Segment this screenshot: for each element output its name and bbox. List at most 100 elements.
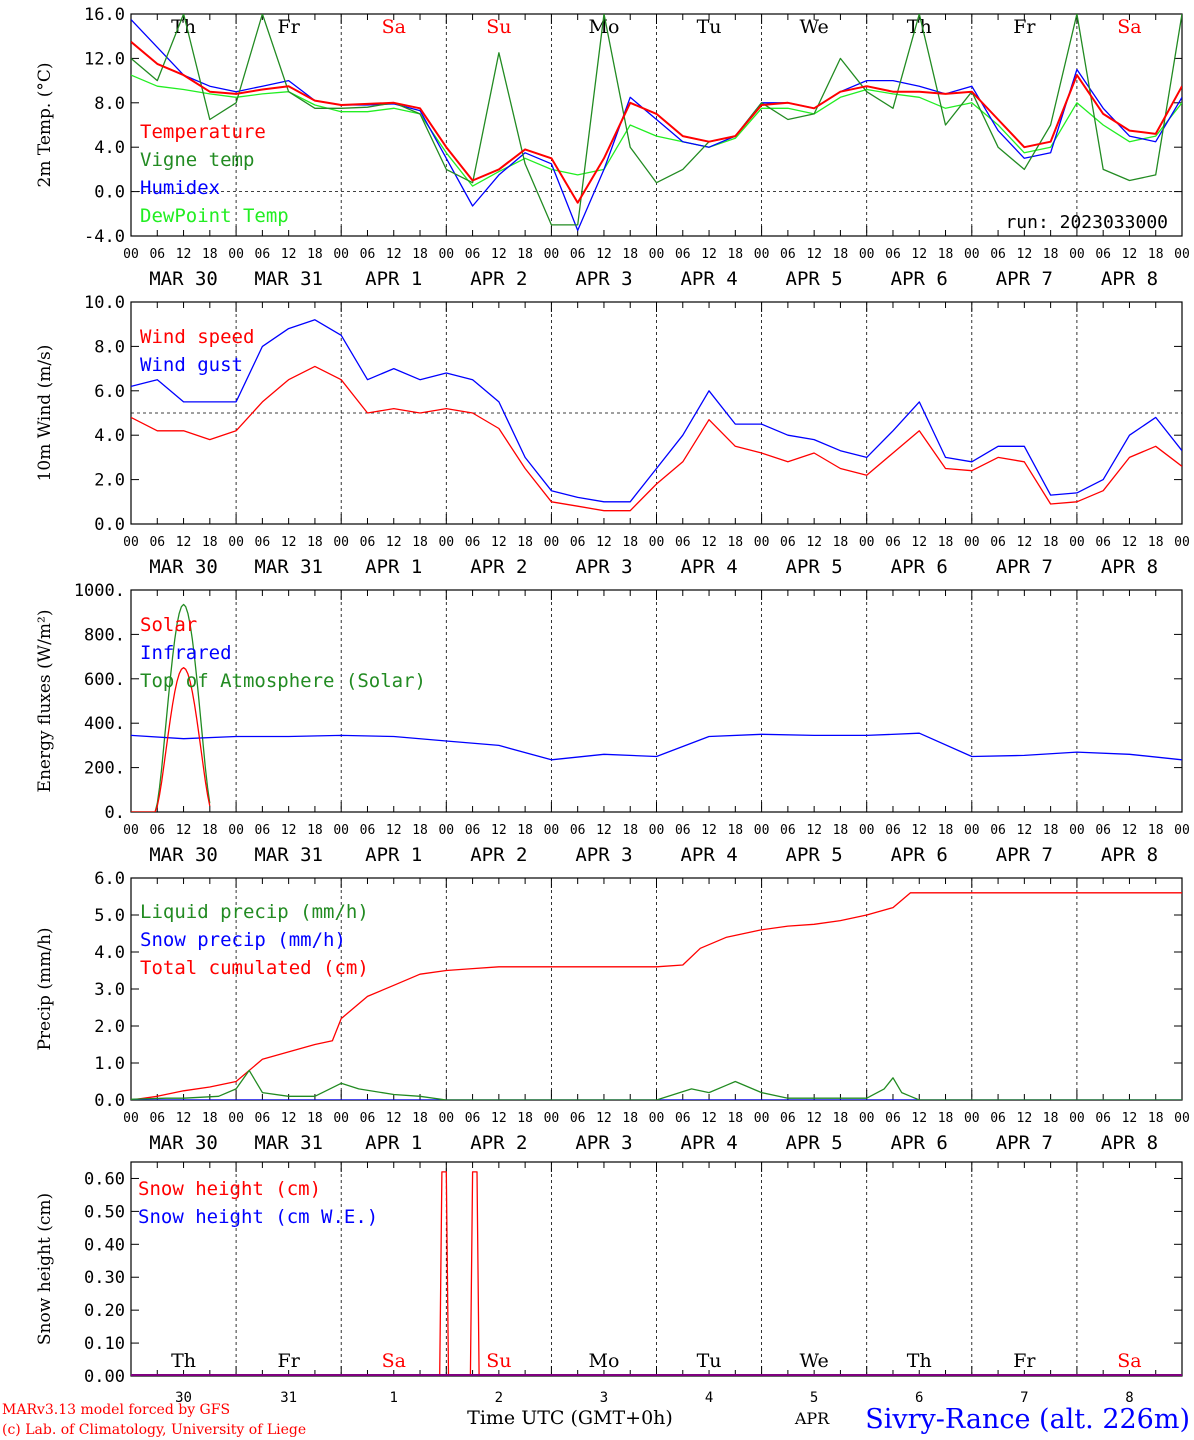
temperature-date-label: APR 3	[575, 268, 632, 290]
energy-date-label: APR 6	[891, 844, 948, 866]
snow-day-number: 4	[705, 1390, 713, 1406]
wind-hour-label: 12	[386, 535, 402, 550]
footer-model: MARv3.13 model forced by GFS	[2, 1402, 230, 1418]
temperature-hour-label: 00	[544, 247, 560, 262]
precip-ytick-label: 6.0	[94, 869, 125, 889]
temperature-hour-label: 00	[228, 247, 244, 262]
precip-ytick-label: 0.0	[94, 1091, 125, 1111]
energy-hour-label: 06	[149, 823, 165, 838]
snow-ytick-label: 0.00	[84, 1367, 125, 1387]
energy-hour-label: 00	[438, 823, 454, 838]
energy-ytick-label: 600.	[84, 670, 125, 690]
temperature-hour-label: 00	[1069, 247, 1085, 262]
energy-ytick-label: 400.	[84, 714, 125, 734]
snow-ytick-label: 0.20	[84, 1301, 125, 1321]
wind-panel: 0.0 2.0 4.0 6.0 8.0 10.0 10m Wind (m/s) 00 06 12 1…	[35, 293, 1190, 578]
snow-weekday-label: Su	[486, 1350, 511, 1372]
temperature-hour-label: 06	[1095, 247, 1111, 262]
precip-date-label: APR 2	[470, 1132, 527, 1154]
temperature-hour-label: 18	[622, 247, 638, 262]
temperature-date-label: APR 1	[365, 268, 422, 290]
temperature-hour-label: 06	[780, 247, 796, 262]
precip-hour-label: 18	[307, 1111, 323, 1126]
wind-date-label: APR 7	[996, 556, 1053, 578]
temperature-date-label: APR 7	[996, 268, 1053, 290]
temperature-series-dewpoint-temp	[131, 74, 1182, 187]
precip-hour-label: 06	[255, 1111, 271, 1126]
snow-series-group	[131, 1171, 1182, 1376]
energy-hour-label: 00	[859, 823, 875, 838]
wind-series-wind-gust	[131, 319, 1182, 503]
wind-hour-label: 00	[754, 535, 770, 550]
energy-hour-label: 00	[123, 823, 139, 838]
snow-day-number: 31	[280, 1390, 297, 1406]
temperature-hour-label: 06	[465, 247, 481, 262]
energy-hour-label: 18	[1043, 823, 1059, 838]
energy-hour-label: 00	[964, 823, 980, 838]
energy-hour-label: 00	[1069, 823, 1085, 838]
temperature-hour-label: 12	[911, 247, 927, 262]
precip-hour-label: 06	[990, 1111, 1006, 1126]
temperature-hour-label: 12	[386, 247, 402, 262]
precip-hour-label: 12	[596, 1111, 612, 1126]
temperature-legend-entry: Humidex	[140, 177, 220, 199]
temperature-date-label: APR 8	[1101, 268, 1158, 290]
temperature-ylabel: 2m Temp. (°C)	[35, 62, 55, 187]
energy-series-group	[131, 603, 1182, 812]
energy-hour-label: 12	[386, 823, 402, 838]
wind-hour-label: 00	[649, 535, 665, 550]
wind-hour-label: 06	[990, 535, 1006, 550]
snow-day-number: 5	[810, 1390, 818, 1406]
temperature-hour-label: 18	[307, 247, 323, 262]
energy-hour-label: 18	[412, 823, 428, 838]
temperature-hour-label: 18	[517, 247, 533, 262]
temperature-hour-label: 18	[1043, 247, 1059, 262]
temperature-hour-label: 12	[701, 247, 717, 262]
wind-series-group	[131, 319, 1182, 512]
temperature-hour-label: 00	[859, 247, 875, 262]
precip-hour-label: 00	[1174, 1111, 1190, 1126]
precip-hour-label: 18	[727, 1111, 743, 1126]
run-label: run: 2023033000	[1005, 212, 1168, 233]
snow-day-number: 30	[175, 1390, 192, 1406]
energy-date-label: APR 8	[1101, 844, 1158, 866]
wind-hour-label: 18	[1043, 535, 1059, 550]
wind-hour-label: 00	[438, 535, 454, 550]
precip-hour-label: 06	[675, 1111, 691, 1126]
footer-copyright: (c) Lab. of Climatology, University of L…	[2, 1422, 306, 1438]
temperature-hour-label: 18	[1148, 247, 1164, 262]
temperature-hour-label: 18	[938, 247, 954, 262]
precip-hour-label: 12	[176, 1111, 192, 1126]
wind-date-label: APR 8	[1101, 556, 1158, 578]
temperature-hour-label: 00	[1174, 247, 1190, 262]
wind-ytick-label: 0.0	[94, 515, 125, 535]
wind-hour-label: 12	[491, 535, 507, 550]
temperature-weekday-label: Fr	[1013, 16, 1036, 38]
energy-legend-entry: Top of Atmosphere (Solar)	[140, 670, 426, 692]
precip-hour-label: 18	[938, 1111, 954, 1126]
precip-hour-label: 00	[649, 1111, 665, 1126]
temperature-ytick-label: 4.0	[94, 138, 125, 158]
temperature-hour-label: 06	[675, 247, 691, 262]
temperature-series-vigne-temp	[131, 14, 1182, 226]
precip-date-label: APR 5	[786, 1132, 843, 1154]
energy-hour-label: 06	[780, 823, 796, 838]
precip-hour-label: 12	[806, 1111, 822, 1126]
wind-hour-label: 00	[333, 535, 349, 550]
temperature-legend-entry: Temperature	[140, 121, 266, 143]
wind-date-label: APR 6	[891, 556, 948, 578]
energy-hour-label: 06	[465, 823, 481, 838]
wind-date-label: APR 5	[786, 556, 843, 578]
wind-hour-label: 12	[911, 535, 927, 550]
wind-hour-label: 18	[1148, 535, 1164, 550]
precip-hour-label: 06	[570, 1111, 586, 1126]
temperature-hour-label: 12	[176, 247, 192, 262]
energy-hour-label: 18	[202, 823, 218, 838]
snow-ylabel: Snow height (cm)	[35, 1193, 55, 1345]
wind-ytick-label: 4.0	[94, 426, 125, 446]
precip-hour-label: 06	[360, 1111, 376, 1126]
wind-hour-label: 00	[964, 535, 980, 550]
precip-hour-label: 12	[1017, 1111, 1033, 1126]
temperature-panel: -4.0 0.0 4.0 8.0 12.0 16.0 2m Temp. (°C) 00 06 12…	[35, 5, 1190, 290]
wind-hour-label: 06	[465, 535, 481, 550]
